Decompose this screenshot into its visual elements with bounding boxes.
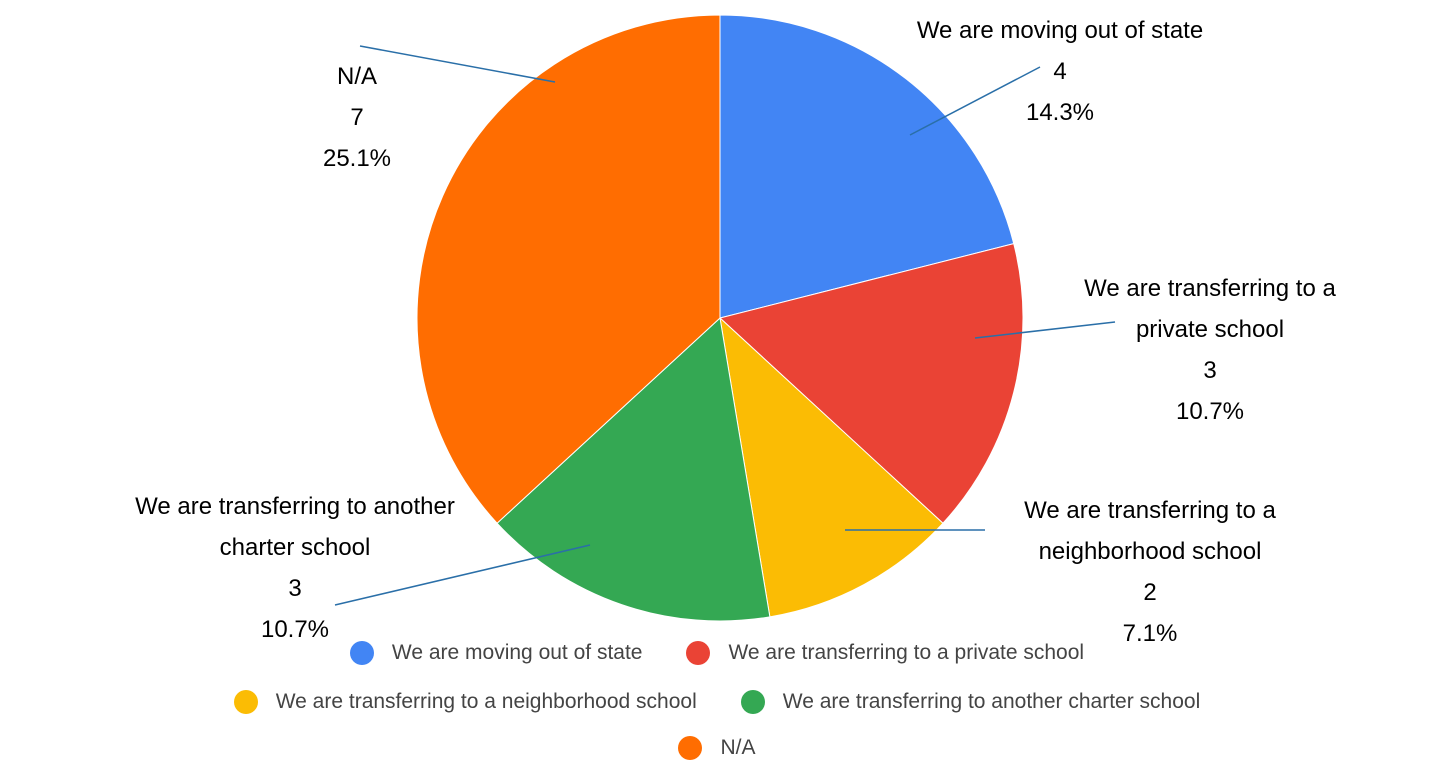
legend-label: We are transferring to a neighborhood sc… xyxy=(275,690,697,713)
legend-swatch xyxy=(233,690,258,714)
label-count: 2 xyxy=(1143,579,1157,606)
legend-item: N/A xyxy=(678,736,756,760)
legend-swatch xyxy=(678,736,703,760)
leader-line xyxy=(974,321,1116,339)
legend-row: N/A xyxy=(0,736,1434,760)
label-name: We are transferring to a private school xyxy=(1084,275,1336,343)
data-label: We are moving out of state 4 14.3% xyxy=(850,10,1270,133)
label-name: We are transferring to a neighborhood sc… xyxy=(1024,497,1276,565)
legend-swatch xyxy=(686,641,711,665)
legend-label: We are moving out of state xyxy=(391,641,643,664)
label-name: N/A xyxy=(336,63,377,90)
legend-item: We are transferring to a neighborhood sc… xyxy=(233,690,697,714)
legend-row: We are transferring to a neighborhood sc… xyxy=(0,690,1434,714)
legend-swatch xyxy=(740,690,765,714)
label-count: 7 xyxy=(350,104,364,131)
label-percent: 25.1% xyxy=(322,145,392,172)
legend-label: We are transferring to another charter s… xyxy=(782,690,1201,713)
label-count: 4 xyxy=(1053,58,1067,85)
legend-item: We are moving out of state xyxy=(349,641,643,665)
data-label: We are transferring to a neighborhood sc… xyxy=(985,490,1315,654)
label-name: We are transferring to another charter s… xyxy=(135,493,455,561)
legend-label: N/A xyxy=(720,736,756,759)
leader-line xyxy=(909,66,1041,136)
legend-swatch xyxy=(349,641,374,665)
legend-item: We are transferring to a private school xyxy=(686,641,1084,665)
label-percent: 10.7% xyxy=(1175,398,1245,425)
label-percent: 7.1% xyxy=(1122,620,1178,647)
label-percent: 10.7% xyxy=(260,616,330,643)
label-count: 3 xyxy=(1203,357,1217,384)
leader-line xyxy=(334,544,591,606)
legend-row: We are moving out of state We are transfe… xyxy=(0,641,1434,665)
leader-line xyxy=(359,45,556,83)
pie-slice xyxy=(719,316,944,618)
data-label: We are transferring to a private school 3… xyxy=(1045,268,1375,432)
pie-slice xyxy=(416,14,721,524)
label-count: 3 xyxy=(288,575,302,602)
label-name: We are moving out of state xyxy=(916,17,1204,44)
data-label: We are transferring to another charter s… xyxy=(135,486,455,650)
pie-slice xyxy=(718,243,1024,524)
pie-slice xyxy=(496,317,771,622)
data-label: N/A 7 25.1% xyxy=(257,56,457,179)
label-percent: 14.3% xyxy=(1025,99,1095,126)
legend-item: We are transferring to another charter s… xyxy=(740,690,1201,714)
pie-slice xyxy=(719,14,1015,319)
legend-label: We are transferring to a private school xyxy=(728,641,1085,664)
